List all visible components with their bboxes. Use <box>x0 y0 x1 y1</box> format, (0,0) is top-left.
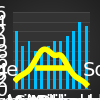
Bar <box>34 50 37 89</box>
Bar <box>59 41 62 89</box>
Bar <box>40 50 43 89</box>
Bar <box>28 41 30 89</box>
Bar <box>21 46 24 89</box>
Bar <box>53 41 56 89</box>
Bar <box>66 36 69 89</box>
Bar <box>78 22 81 89</box>
Bar <box>72 31 75 89</box>
Bar <box>15 31 18 89</box>
Legend: Regentage, Sonnenstunden: Regentage, Sonnenstunden <box>0 50 100 90</box>
Bar <box>47 46 50 89</box>
Bar <box>85 26 88 89</box>
